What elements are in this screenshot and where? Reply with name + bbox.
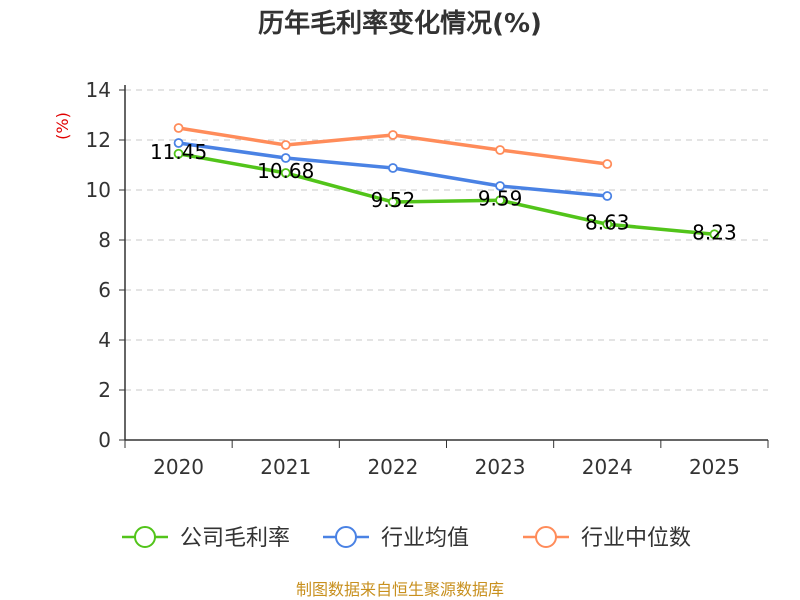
data-label: 11.45: [150, 140, 207, 164]
data-point[interactable]: [602, 159, 613, 169]
data-point[interactable]: [280, 140, 291, 150]
legend-circle-icon: [335, 526, 357, 548]
y-tick-label: 2: [98, 378, 111, 402]
data-point[interactable]: [173, 123, 184, 133]
footer-source: 制图数据来自恒生聚源数据库: [296, 580, 504, 599]
legend-item-2[interactable]: 行业中位数: [523, 526, 691, 551]
data-point[interactable]: [602, 219, 613, 230]
data-label: 8.23: [692, 220, 737, 244]
y-tick-label: 6: [98, 278, 111, 302]
x-tick-label: 2025: [689, 455, 740, 479]
data-point[interactable]: [388, 197, 398, 207]
legend-label: 公司毛利率: [180, 526, 290, 551]
x-tick-label: 2020: [153, 455, 204, 479]
y-tick-label: 10: [86, 178, 111, 202]
legend-circle-icon: [134, 526, 156, 548]
data-point[interactable]: [280, 168, 291, 178]
legend-circle-icon: [535, 526, 557, 548]
data-label: 8.63: [585, 210, 630, 234]
data-point[interactable]: [495, 195, 505, 206]
y-tick-label: 8: [98, 228, 111, 252]
data-point[interactable]: [495, 181, 505, 191]
data-point[interactable]: [495, 145, 505, 155]
legend-label: 行业均值: [381, 526, 469, 551]
data-point[interactable]: [709, 229, 720, 240]
y-tick-label: 0: [98, 428, 111, 452]
legend-label: 行业中位数: [581, 526, 691, 551]
y-tick-label: 4: [98, 328, 111, 352]
data-point[interactable]: [388, 130, 398, 140]
data-label: 9.52: [371, 188, 416, 212]
y-tick-label: 12: [86, 128, 111, 152]
data-label: 10.68: [257, 159, 314, 183]
legend-item-1[interactable]: 行业均值: [323, 526, 469, 551]
data-point[interactable]: [388, 163, 398, 173]
data-label: 9.59: [478, 186, 523, 210]
x-tick-label: 2021: [260, 455, 311, 479]
x-tick-label: 2024: [582, 455, 633, 479]
legend-item-0[interactable]: 公司毛利率: [122, 526, 290, 551]
y-tick-label: 14: [86, 78, 111, 102]
data-point[interactable]: [280, 153, 291, 163]
x-tick-label: 2023: [475, 455, 526, 479]
data-point[interactable]: [173, 148, 184, 159]
series-line-0: [178, 152, 715, 236]
data-point[interactable]: [173, 138, 184, 148]
y-axis-label: (%): [53, 112, 72, 140]
data-point[interactable]: [602, 191, 613, 201]
chart-title: 历年毛利率变化情况(%): [258, 8, 542, 39]
x-tick-label: 2022: [367, 455, 418, 479]
